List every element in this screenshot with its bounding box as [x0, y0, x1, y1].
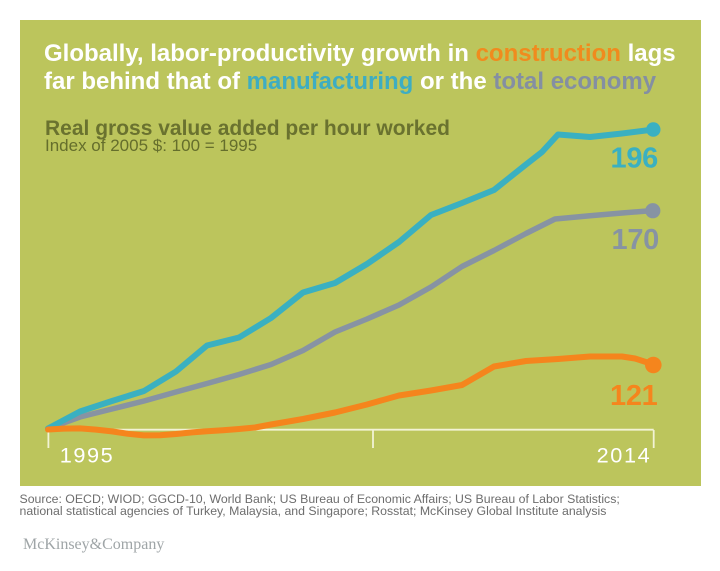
svg-text:170: 170 [612, 224, 660, 256]
svg-text:1995: 1995 [60, 442, 115, 467]
svg-text:121: 121 [610, 380, 658, 412]
svg-text:2014: 2014 [597, 442, 652, 467]
svg-text:196: 196 [611, 142, 659, 174]
